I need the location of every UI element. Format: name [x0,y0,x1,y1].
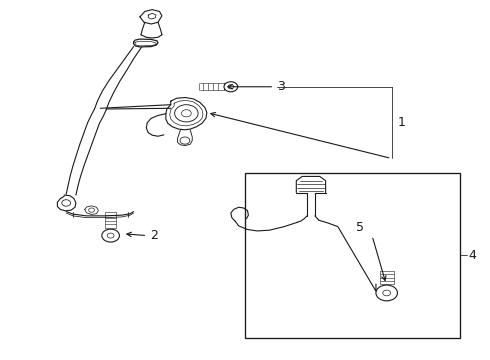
Circle shape [228,85,234,89]
Circle shape [383,290,391,296]
Text: 2: 2 [150,229,158,242]
Circle shape [89,208,95,212]
Circle shape [174,105,198,122]
Circle shape [107,233,114,238]
Circle shape [224,82,238,92]
Circle shape [102,229,120,242]
Circle shape [62,200,71,206]
Text: 1: 1 [397,116,405,129]
Text: 4: 4 [469,249,477,262]
Circle shape [376,285,397,301]
Circle shape [180,137,190,144]
Circle shape [181,110,191,117]
Text: 3: 3 [277,80,285,93]
Bar [245,173,460,338]
Text: 5: 5 [356,221,364,234]
